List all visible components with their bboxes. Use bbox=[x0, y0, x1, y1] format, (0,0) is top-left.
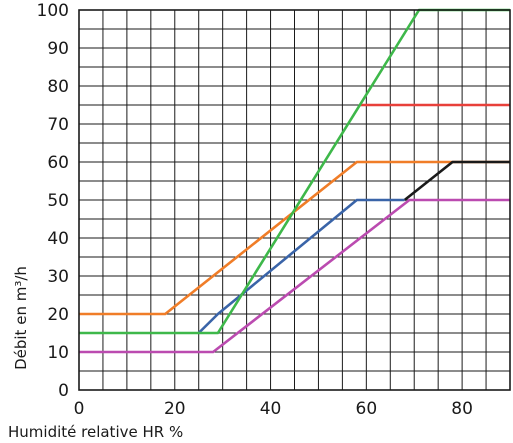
y-tick-label: 70 bbox=[47, 115, 69, 135]
x-tick-label: 60 bbox=[356, 399, 378, 419]
y-tick-label: 60 bbox=[47, 153, 69, 173]
series-line-5 bbox=[79, 198, 510, 354]
plot-frame bbox=[78, 9, 511, 391]
x-tick-label: 40 bbox=[260, 399, 282, 419]
series-line-2 bbox=[79, 160, 510, 316]
tick-labels: 0 10 20 30 40 50 60 70 80 90 100 0 20 40 60 80 bbox=[37, 1, 473, 419]
series-line-4 bbox=[197, 198, 405, 334]
y-tick-label: 0 bbox=[58, 381, 69, 401]
y-tick-label: 90 bbox=[47, 39, 69, 59]
y-tick-label: 50 bbox=[47, 191, 69, 211]
y-tick-label: 100 bbox=[37, 1, 69, 21]
x-tick-label: 0 bbox=[74, 399, 85, 419]
series-lines bbox=[79, 8, 510, 354]
series-line-3 bbox=[403, 160, 510, 202]
y-tick-label: 40 bbox=[47, 229, 69, 249]
y-tick-label: 10 bbox=[47, 343, 69, 363]
y-axis-title: Débit en m³/h bbox=[12, 266, 30, 370]
x-tick-label: 20 bbox=[164, 399, 186, 419]
y-tick-label: 20 bbox=[47, 305, 69, 325]
y-tick-label: 80 bbox=[47, 77, 69, 97]
x-axis-title: Humidité relative HR % bbox=[8, 423, 183, 441]
x-tick-label: 80 bbox=[451, 399, 473, 419]
y-tick-label: 30 bbox=[47, 267, 69, 287]
